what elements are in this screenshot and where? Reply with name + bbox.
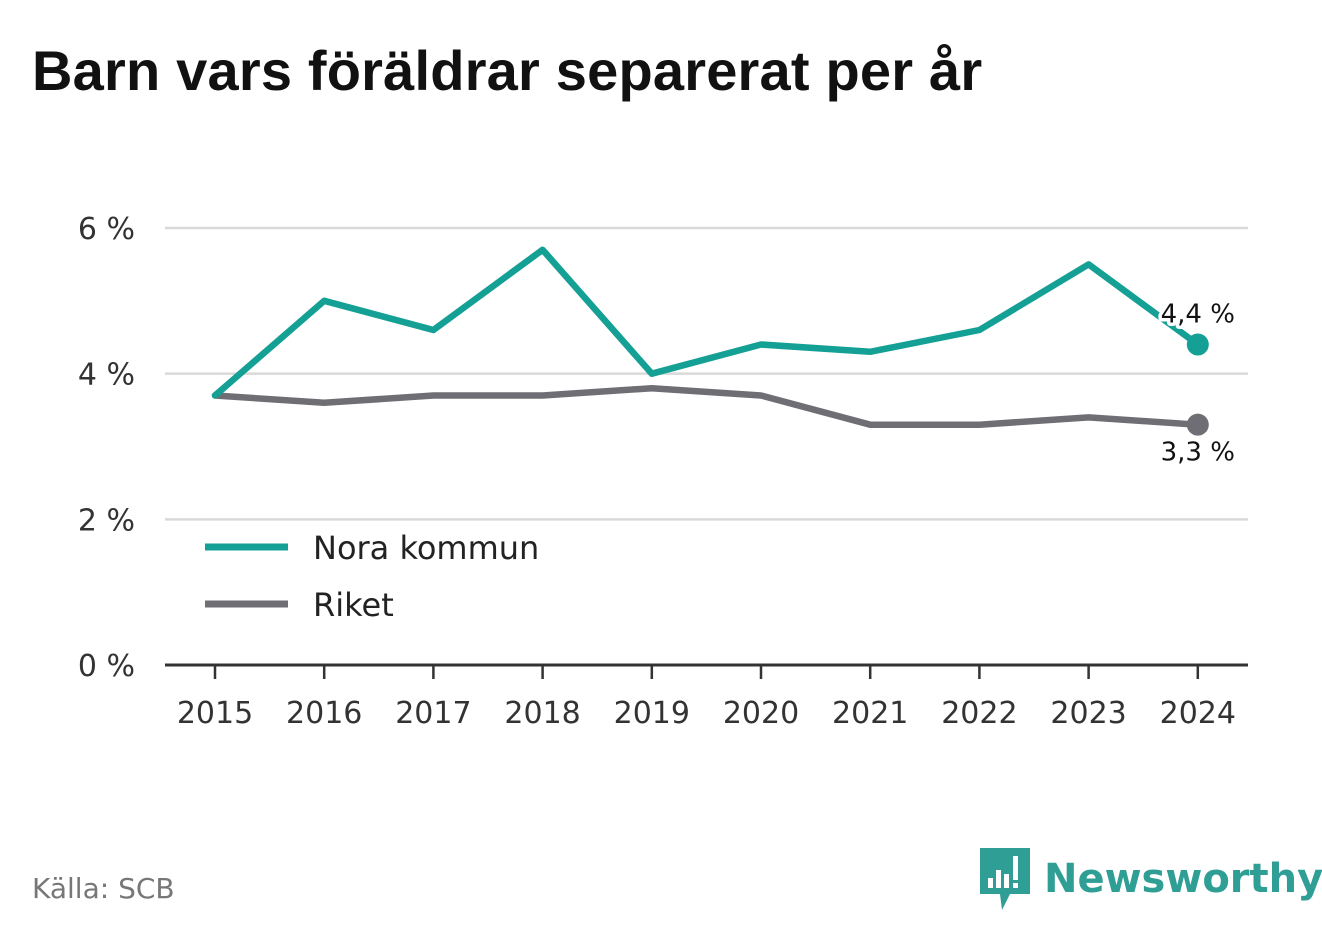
x-tick-label: 2024	[1160, 696, 1236, 731]
brand-name: Newsworthy	[1044, 856, 1322, 902]
end-value-labels: 4,4 %4,4 %3,3 %3,3 %	[1157, 296, 1238, 471]
y-tick-label: 4 %	[78, 358, 135, 393]
y-tick-label: 2 %	[78, 503, 135, 538]
y-tick-label: 6 %	[78, 212, 135, 247]
end-value-label: 4,4 %	[1161, 300, 1235, 330]
end-value-label-halo: 4,4 %	[1161, 300, 1235, 330]
series-end-point	[1186, 413, 1209, 436]
x-tick-label: 2023	[1050, 696, 1126, 731]
legend: Nora kommun Riket	[190, 521, 585, 633]
x-tick-label: 2017	[395, 696, 471, 731]
x-axis: 2015 2016 2017 2018 2019 2020 2021 2022 2023 2024	[165, 663, 1248, 731]
source-note: Källa: SCB	[32, 872, 175, 905]
series-line-nora-kommun	[211, 246, 1202, 399]
x-tick-label: 2022	[941, 696, 1017, 731]
x-tick-label: 2015	[177, 696, 253, 731]
y-tick-label: 0 %	[78, 649, 135, 684]
newsworthy-bar-chart-icon	[980, 848, 1030, 910]
y-axis-ticks: 0 % 2 % 4 % 6 %	[78, 212, 135, 684]
series-end-point	[1186, 333, 1209, 356]
legend-box	[190, 521, 585, 633]
x-tick-label: 2016	[286, 696, 362, 731]
legend-label: Riket	[313, 586, 394, 624]
series-lines	[211, 246, 1209, 436]
x-tick-label: 2021	[832, 696, 908, 731]
brand-logo: Newsworthy	[980, 848, 1322, 910]
grid-lines	[165, 226, 1248, 521]
x-tick-label: 2018	[504, 696, 580, 731]
end-value-label: 3,3 %	[1161, 438, 1235, 468]
x-tick-label: 2020	[723, 696, 799, 731]
end-value-label-halo: 3,3 %	[1161, 438, 1235, 468]
series-line-riket	[211, 384, 1202, 428]
line-chart: 0 % 2 % 4 % 6 % 2015 2016 2017 2018 2019 2020 202…	[78, 212, 1248, 731]
x-tick-label: 2019	[614, 696, 690, 731]
legend-label: Nora kommun	[313, 529, 539, 567]
chart-title: Barn vars föräldrar separerat per år	[32, 39, 983, 102]
